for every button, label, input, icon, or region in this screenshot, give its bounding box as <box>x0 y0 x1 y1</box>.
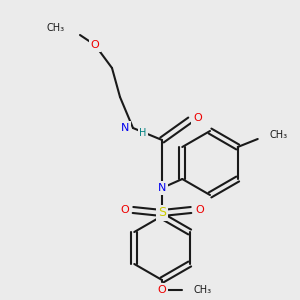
Text: O: O <box>195 205 204 215</box>
Text: O: O <box>120 205 129 215</box>
Text: S: S <box>158 206 166 220</box>
Text: H: H <box>139 128 146 138</box>
Text: CH₃: CH₃ <box>47 23 65 33</box>
Text: O: O <box>193 113 202 123</box>
Text: N: N <box>121 123 129 133</box>
Text: O: O <box>158 285 166 295</box>
Text: N: N <box>158 183 166 193</box>
Text: CH₃: CH₃ <box>270 130 288 140</box>
Text: CH₃: CH₃ <box>194 285 212 295</box>
Text: O: O <box>91 40 99 50</box>
